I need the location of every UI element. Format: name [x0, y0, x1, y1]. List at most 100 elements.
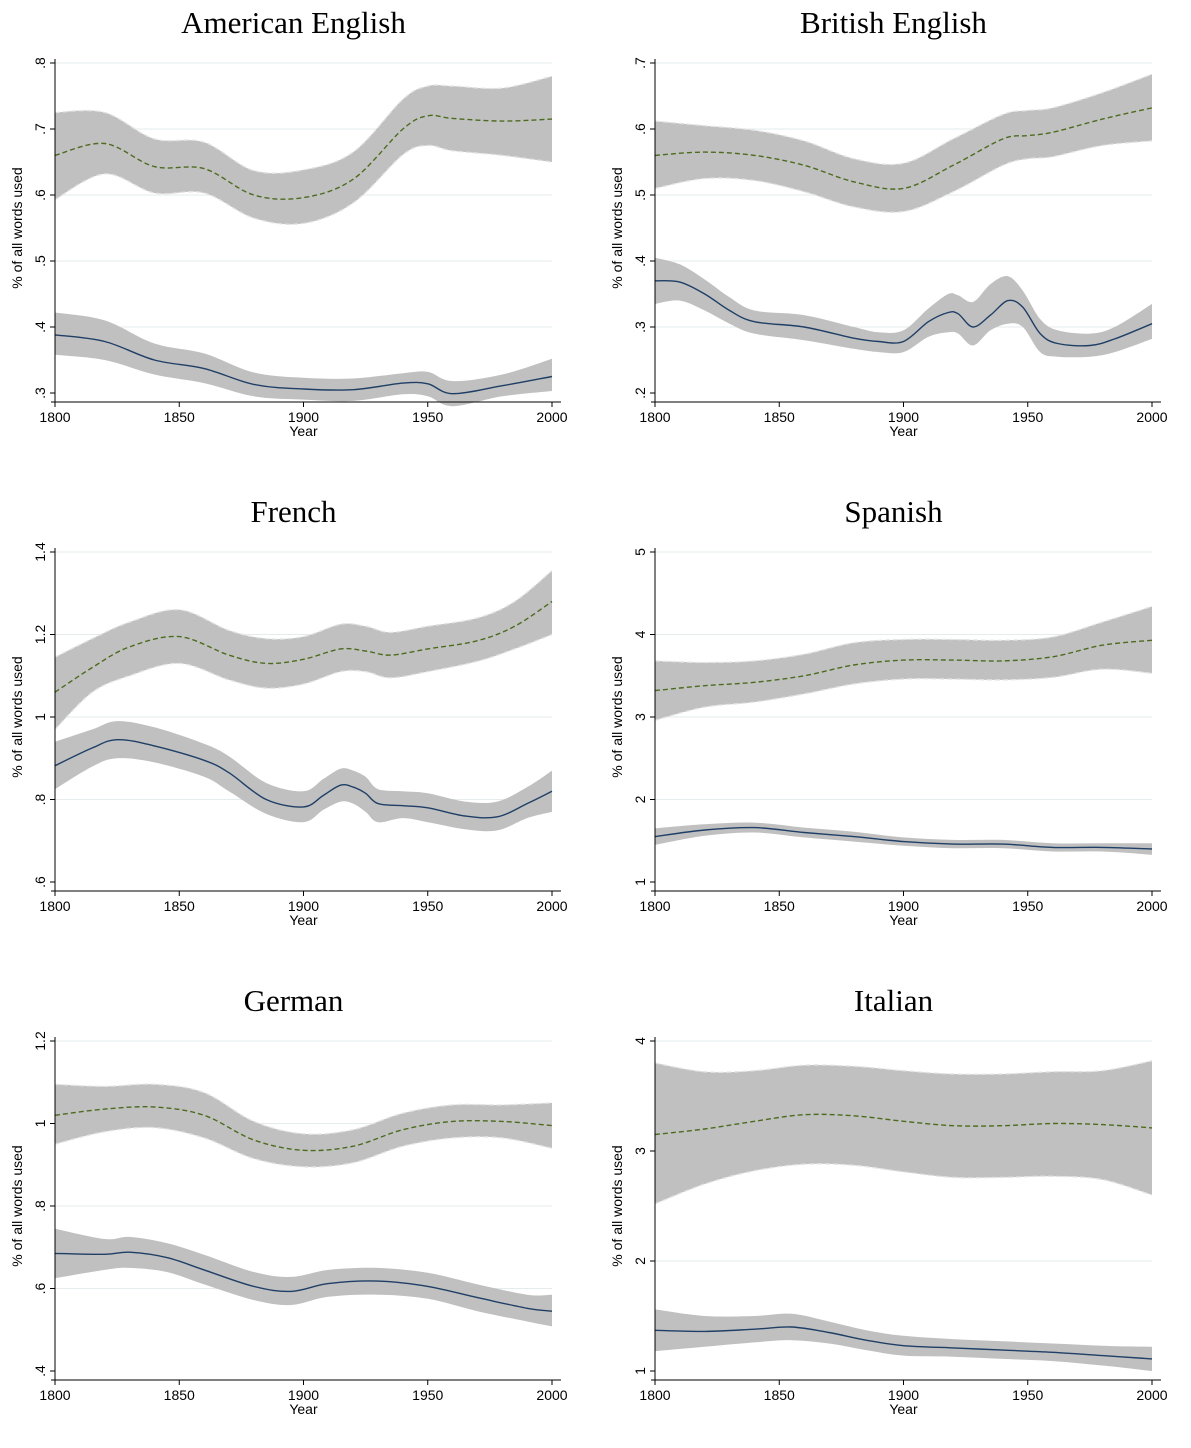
- y-tick-label: .4: [632, 255, 648, 267]
- chart-title: British English: [800, 5, 987, 40]
- y-tick-label: 4: [632, 1037, 648, 1045]
- series-line-solid: [654, 280, 1153, 347]
- confidence-band: [655, 74, 1152, 213]
- confidence-band-upper-edge: [54, 1083, 553, 1135]
- confidence-band: [55, 312, 552, 407]
- confidence-band: [655, 606, 1152, 721]
- confidence-band-lower-edge: [654, 668, 1153, 721]
- series-line-dashed: [654, 107, 1153, 190]
- y-axis-label: % of all words used: [609, 656, 625, 777]
- y-tick-label: .4: [32, 321, 48, 333]
- x-tick-label: 1900: [288, 1387, 319, 1403]
- chart-panel-british-english: British English .2 .3 .4 .5 .6 .7 1800 1850 1900 1…: [600, 0, 1190, 470]
- y-tick-label: .5: [632, 189, 648, 201]
- confidence-band-upper-edge: [54, 75, 553, 174]
- y-tick-label: .8: [32, 57, 48, 69]
- series-line-dashed: [654, 1113, 1153, 1136]
- chart-title: American English: [181, 5, 406, 40]
- confidence-band-lower-edge: [654, 1163, 1153, 1205]
- confidence-band-upper-edge: [54, 570, 553, 658]
- y-tick-label: .2: [632, 387, 648, 399]
- confidence-band-lower-edge: [54, 1126, 553, 1168]
- x-tick-label: 1850: [164, 898, 195, 914]
- y-tick-label: .6: [32, 189, 48, 201]
- chart-title: Spanish: [844, 494, 943, 529]
- series-line-solid: [54, 334, 553, 395]
- confidence-band-upper-edge: [654, 1060, 1153, 1075]
- y-tick-label: 3: [632, 1147, 648, 1155]
- series-line-dashed: [54, 600, 553, 693]
- x-tick-label: 1800: [39, 898, 70, 914]
- x-tick-label: 1900: [288, 898, 319, 914]
- y-tick-label: .4: [32, 1365, 48, 1377]
- x-tick-label: 1800: [39, 409, 70, 425]
- confidence-band: [55, 76, 552, 225]
- chart-svg: British English .2 .3 .4 .5 .6 .7 1800 1850 1900 1…: [609, 5, 1168, 439]
- chart-title: German: [244, 983, 344, 1018]
- x-tick-label: 2000: [1136, 1387, 1167, 1403]
- chart-panel-german: German .4 .6 .8 1 1.2 1800 1850 1900 1950 2000 Year…: [0, 978, 590, 1448]
- confidence-band-lower-edge: [54, 144, 553, 225]
- x-tick-label: 2000: [536, 1387, 567, 1403]
- x-tick-label: 1900: [888, 898, 919, 914]
- confidence-band: [55, 570, 552, 730]
- x-tick-label: 1950: [1012, 409, 1043, 425]
- confidence-band: [655, 257, 1152, 358]
- y-tick-label: 1.2: [32, 625, 48, 645]
- x-axis-label: Year: [289, 1401, 318, 1417]
- x-tick-label: 1800: [39, 1387, 70, 1403]
- x-tick-label: 1850: [164, 409, 195, 425]
- x-tick-label: 1950: [412, 1387, 443, 1403]
- series-line-dashed: [54, 114, 553, 200]
- chart-panel-american-english: American English .3 .4 .5 .6 .7 .8 1800 1850 1900…: [0, 0, 590, 470]
- confidence-band: [55, 1228, 552, 1327]
- confidence-band-upper-edge: [654, 605, 1153, 664]
- confidence-band: [655, 1309, 1152, 1371]
- y-tick-label: 5: [632, 548, 648, 556]
- confidence-band: [655, 1060, 1152, 1204]
- y-axis-label: % of all words used: [9, 167, 25, 288]
- y-tick-label: .6: [32, 876, 48, 888]
- y-tick-label: .7: [632, 57, 648, 69]
- x-tick-label: 1850: [164, 1387, 195, 1403]
- chart-svg: French .6 .8 1 1.2 1.4 1800 1850 1900 1950 2000 Yea…: [9, 494, 568, 928]
- x-tick-label: 2000: [536, 409, 567, 425]
- x-tick-label: 1850: [764, 409, 795, 425]
- y-tick-label: .8: [32, 793, 48, 805]
- x-tick-label: 1800: [639, 409, 670, 425]
- series-line-solid: [54, 738, 553, 819]
- x-axis-label: Year: [289, 912, 318, 928]
- y-axis-label: % of all words used: [9, 1145, 25, 1266]
- confidence-band: [655, 822, 1152, 855]
- y-tick-label: 1: [32, 713, 48, 721]
- y-tick-label: 1.4: [32, 542, 48, 562]
- series-line-solid: [654, 826, 1153, 850]
- x-tick-label: 2000: [536, 898, 567, 914]
- y-tick-label: .8: [32, 1200, 48, 1212]
- chart-panel-french: French .6 .8 1 1.2 1.4 1800 1850 1900 1950 2000 Yea…: [0, 489, 590, 959]
- x-axis-label: Year: [289, 423, 318, 439]
- y-tick-label: 2: [632, 1257, 648, 1265]
- series-line-solid: [654, 1326, 1153, 1360]
- chart-svg: German .4 .6 .8 1 1.2 1800 1850 1900 1950 2000 Year…: [9, 983, 568, 1417]
- y-tick-label: .3: [32, 387, 48, 399]
- x-tick-label: 1950: [412, 898, 443, 914]
- y-axis-label: % of all words used: [609, 167, 625, 288]
- series-line-dashed: [654, 639, 1153, 692]
- x-tick-label: 1850: [764, 898, 795, 914]
- y-tick-label: 4: [632, 630, 648, 638]
- x-tick-label: 2000: [1136, 409, 1167, 425]
- y-tick-label: .6: [632, 123, 648, 135]
- x-tick-label: 1950: [1012, 898, 1043, 914]
- chart-title: French: [250, 494, 337, 529]
- y-tick-label: 1: [632, 1367, 648, 1375]
- y-tick-label: .6: [32, 1282, 48, 1294]
- x-tick-label: 1950: [412, 409, 443, 425]
- x-tick-label: 1800: [639, 1387, 670, 1403]
- y-axis-label: % of all words used: [609, 1145, 625, 1266]
- x-axis-label: Year: [889, 912, 918, 928]
- x-tick-label: 1900: [888, 1387, 919, 1403]
- y-tick-label: .5: [32, 255, 48, 267]
- x-tick-label: 2000: [1136, 898, 1167, 914]
